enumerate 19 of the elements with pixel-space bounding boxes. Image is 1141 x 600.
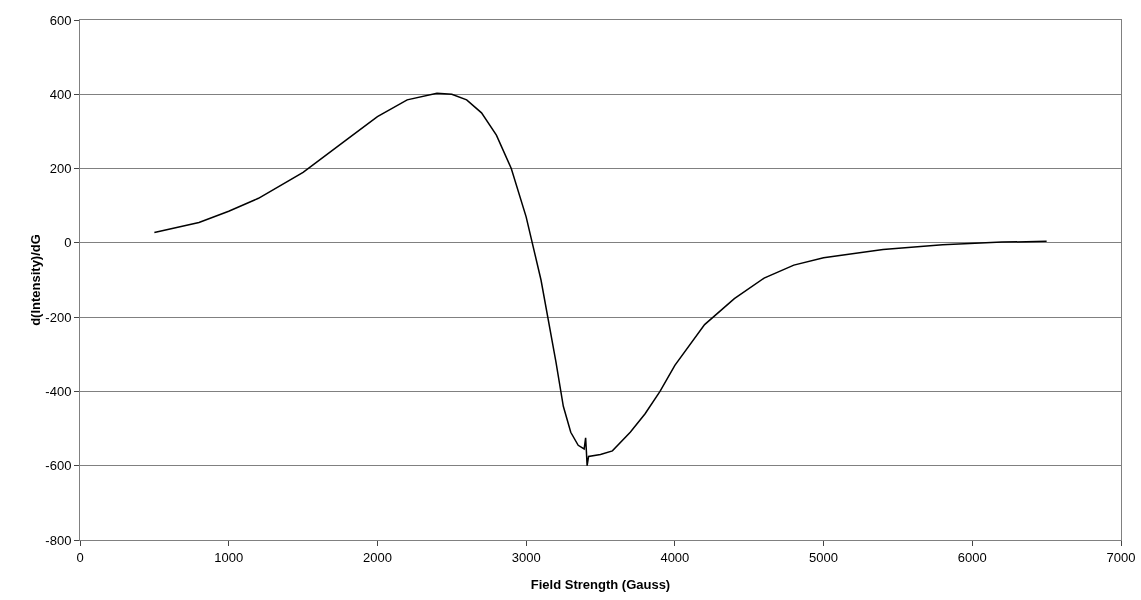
y-tick-label: -400: [45, 383, 72, 399]
x-tick-label: 1000: [214, 549, 244, 565]
x-tick-label: 5000: [809, 549, 839, 565]
x-tick-label: 7000: [1106, 549, 1136, 565]
x-tick-label: 6000: [957, 549, 987, 565]
y-tick-label: -600: [45, 458, 72, 474]
y-tick-label: 200: [49, 161, 72, 177]
y-tick-label: 0: [64, 235, 72, 251]
y-tick-label: 600: [49, 12, 72, 28]
y-tick-label: -200: [45, 309, 72, 325]
line-series: [153, 92, 1048, 467]
x-tick-label: 3000: [511, 549, 541, 565]
y-axis-title: d(Intensity)/dG: [28, 234, 44, 326]
x-tick-label: 0: [76, 549, 84, 565]
x-axis-title: Field Strength (Gauss): [530, 577, 671, 592]
x-tick-label: 4000: [660, 549, 690, 565]
y-tick-label: 400: [49, 86, 72, 102]
x-tick-label: 2000: [362, 549, 392, 565]
y-tick-label: -800: [45, 532, 72, 548]
